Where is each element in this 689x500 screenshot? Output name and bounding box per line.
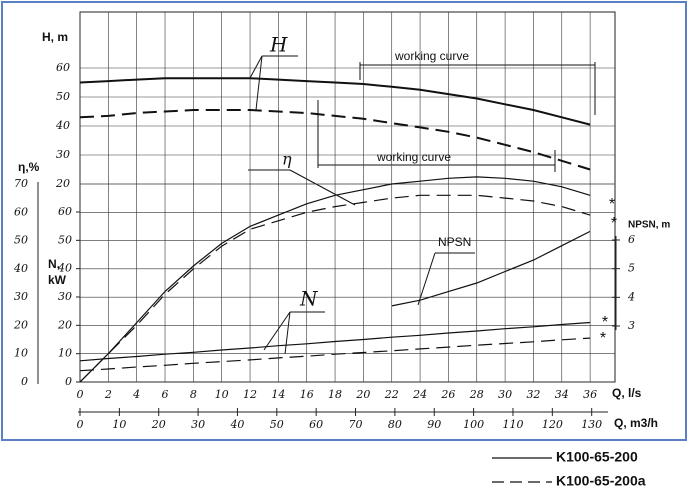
x-tick-label: 26 [440,388,455,401]
x-tick-label: 32 [526,388,540,401]
y-axis-label: N, kW [48,257,67,287]
y-tick-label: 20 [55,177,70,190]
legend-label: K100-65-200 [556,449,638,465]
asterisk: * [602,314,608,331]
x2-tick-label: 0 [77,418,84,431]
x2-tick-label: 30 [191,418,205,431]
x2-tick-label: 50 [270,418,284,431]
x-tick-label: 10 [215,388,229,401]
y-tick-label: 0 [65,375,72,388]
y-axis-label: NPSN, m [628,220,670,231]
x-tick-label: 18 [328,388,342,401]
curve [79,176,591,383]
x-tick-label: 14 [271,388,285,401]
curve [79,337,591,372]
x-tick-label: 28 [469,388,484,401]
x2-tick-label: 40 [229,418,244,431]
y-tick-label: 10 [14,347,28,360]
x2-tick-label: 70 [349,418,363,431]
x-tick-label: 12 [243,388,257,401]
x-tick-label: 30 [498,388,512,401]
y-tick-label: 50 [56,90,70,103]
annotation: working curve [394,49,469,63]
curve [79,109,591,171]
y-tick-label: 40 [57,262,72,275]
x-tick-label: 24 [412,388,427,401]
legend-label: K100-65-200a [556,473,646,489]
y-tick-label: 60 [58,205,72,218]
curve [79,77,591,126]
y-tick-label: 40 [55,119,70,132]
x2-tick-label: 90 [427,418,441,431]
y-axis-label: η,% [18,160,40,174]
legend: K100-65-200 K100-65-200a [492,449,646,489]
y-tick-label: 50 [58,233,72,246]
frame [1,1,687,441]
asterisk: * [600,330,606,347]
x-tick-label: 8 [190,388,197,401]
x2-tick-label: 130 [581,418,602,431]
x2-tick-label: 10 [112,418,126,431]
curve-label: NPSN [438,235,471,249]
y-tick-label: 6 [628,233,635,246]
curve [79,321,591,362]
y-tick-label: 10 [58,347,72,360]
x-tick-label: 36 [583,388,597,401]
y-tick-label: 30 [58,290,72,303]
x-tick-label: 6 [162,388,169,401]
y-tick-label: 40 [13,262,28,275]
x-tick-label: 0 [77,388,84,401]
y-tick-label: 0 [21,375,28,388]
x-tick-label: 16 [300,388,314,401]
leaders [248,55,596,355]
x-tick-label: 20 [355,388,370,401]
y-axis-label: H, m [42,30,68,44]
y-tick-label: 20 [57,318,72,331]
y-tick-label: 60 [14,205,28,218]
x2-tick-label: 80 [388,418,402,431]
curve-label: N [299,287,319,311]
asterisk: * [609,196,615,213]
curve-label: H [269,33,288,57]
annotation: working curve [376,150,451,164]
x2-tick-label: 100 [463,418,484,431]
x2-tick-label: 120 [542,418,563,431]
x-tick-label: 22 [384,388,399,401]
y-tick-label: 5 [628,262,635,275]
x2-tick-label: 110 [502,418,523,431]
y-tick-label: 30 [56,148,70,161]
y-tick-label: 50 [14,234,28,247]
curve [79,194,591,383]
curve-label: η [282,150,292,169]
x2-axis-label: Q, m3/h [614,416,658,430]
curve [391,230,591,307]
y-tick-label: 70 [14,177,28,190]
asterisk: * [611,215,617,232]
y-tick-label: 60 [56,61,70,74]
x-tick-label: 4 [132,388,140,401]
y-tick-label: 30 [14,290,28,303]
x2-tick-label: 20 [151,418,166,431]
x-axis-label: Q, l/s [612,386,642,400]
x-tick-label: 2 [104,388,112,401]
y-tick-label: 3 [628,319,635,332]
x2-tick-label: 60 [309,418,323,431]
y-tick-label: 20 [13,318,28,331]
x-tick-label: 34 [555,388,569,401]
y-tick-label: 4 [627,290,635,303]
